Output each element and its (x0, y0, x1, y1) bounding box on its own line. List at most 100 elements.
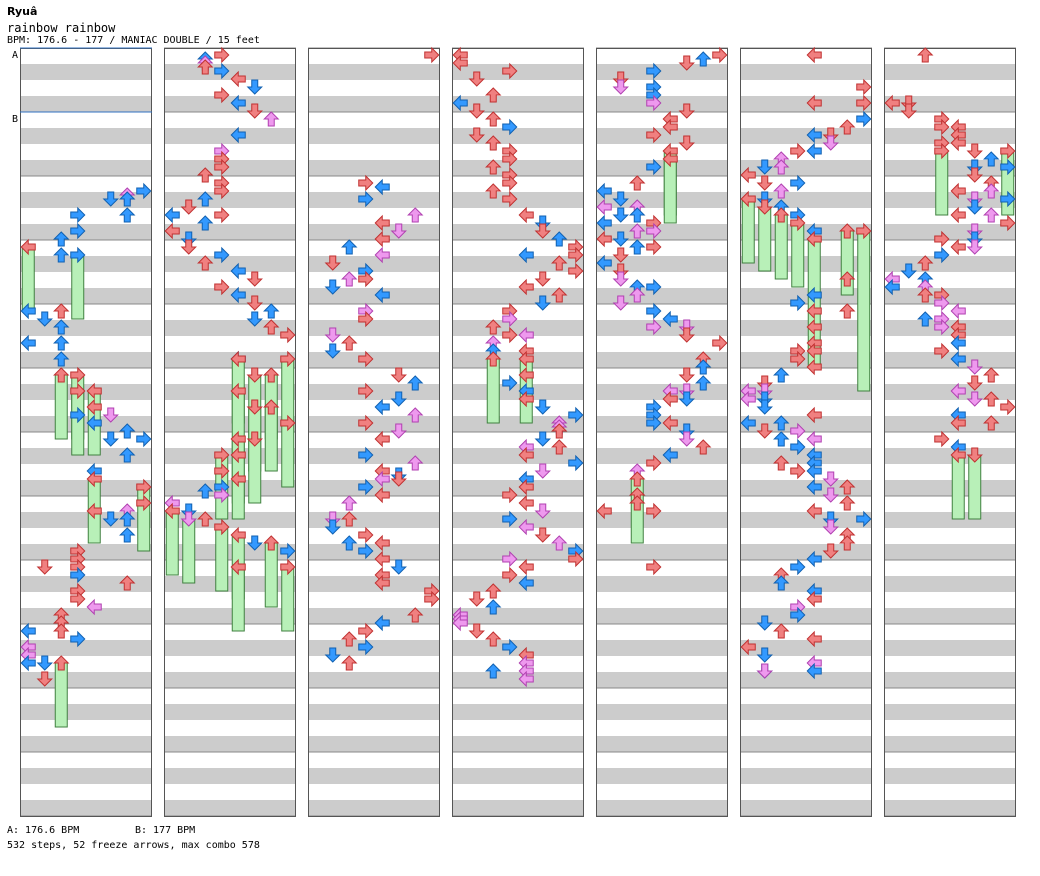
beat-stripe (164, 576, 296, 592)
beat-stripe (452, 384, 584, 400)
step-arrow (950, 446, 966, 464)
beat-stripe (452, 576, 584, 592)
step-arrow (518, 670, 534, 688)
step-arrow (230, 70, 246, 88)
step-arrow (518, 350, 534, 368)
step-arrow (214, 182, 230, 200)
beat-stripe (164, 432, 296, 448)
step-arrow (839, 119, 856, 135)
beat-stripe (884, 240, 1016, 256)
step-arrow (280, 542, 296, 560)
step-arrow (214, 486, 230, 504)
beat-stripe (596, 448, 728, 464)
step-arrow (934, 118, 950, 136)
column-border (308, 48, 440, 817)
step-arrow (341, 239, 358, 255)
beat-stripe (308, 128, 440, 144)
step-arrow (214, 62, 230, 80)
beat-stripe (164, 240, 296, 256)
step-arrow (612, 271, 629, 287)
step-arrow (662, 310, 678, 328)
step-arrow (695, 51, 712, 67)
beat-stripe (452, 96, 584, 112)
step-arrow (502, 150, 518, 168)
step-arrow (324, 279, 341, 295)
step-arrow (53, 623, 70, 639)
beat-stripe (884, 672, 1016, 688)
step-arrow (629, 175, 646, 191)
step-arrow (518, 278, 534, 296)
beat-stripe (20, 704, 152, 720)
step-arrow (518, 390, 534, 408)
beat-stripe (452, 624, 584, 640)
beat-stripe (164, 400, 296, 416)
step-arrow (341, 271, 358, 287)
step-arrow (164, 502, 180, 520)
beat-stripe (20, 368, 152, 384)
beat-stripe (20, 48, 152, 64)
beat-stripe (884, 96, 1016, 112)
beat-stripe (740, 784, 872, 800)
step-arrow (662, 414, 678, 432)
beat-stripe (164, 528, 296, 544)
step-arrow (70, 406, 86, 424)
beat-stripe (308, 624, 440, 640)
beat-stripe (596, 96, 728, 112)
step-arrow (596, 254, 612, 272)
step-arrow (950, 134, 966, 152)
step-arrow (678, 391, 695, 407)
step-arrow (358, 270, 374, 288)
beat-stripe (164, 592, 296, 608)
step-arrow (407, 607, 424, 623)
beat-stripe (308, 352, 440, 368)
step-arrow (518, 558, 534, 576)
beat-stripe (164, 224, 296, 240)
step-arrow (358, 414, 374, 432)
beat-stripe (452, 640, 584, 656)
step-arrow (136, 494, 152, 512)
step-arrow (374, 230, 390, 248)
beat-stripe (596, 720, 728, 736)
beat-stripe (20, 352, 152, 368)
freeze-arrow (71, 254, 85, 320)
step-arrow (790, 142, 806, 160)
beat-stripe (740, 400, 872, 416)
beat-stripe (452, 560, 584, 576)
beat-stripe (452, 336, 584, 352)
step-arrow (263, 367, 280, 383)
step-arrow (136, 430, 152, 448)
step-arrow (502, 62, 518, 80)
step-arrow (646, 126, 662, 144)
beat-stripe (740, 720, 872, 736)
step-arrow (612, 191, 629, 207)
step-arrow (790, 294, 806, 312)
step-arrow (773, 623, 790, 639)
beat-stripe (740, 704, 872, 720)
beat-stripe (164, 656, 296, 672)
step-arrow (1000, 398, 1016, 416)
step-arrow (773, 159, 790, 175)
beat-stripe (308, 768, 440, 784)
step-arrow (119, 527, 136, 543)
step-arrow (374, 550, 390, 568)
step-arrow (214, 158, 230, 176)
step-arrow (53, 319, 70, 335)
step-arrow (358, 478, 374, 496)
freeze-arrow (281, 566, 295, 632)
beat-stripe (164, 480, 296, 496)
step-arrow (518, 574, 534, 592)
step-arrow (596, 502, 612, 520)
beat-stripe (164, 512, 296, 528)
beat-stripe (740, 576, 872, 592)
beat-stripe (884, 112, 1016, 128)
step-arrow (612, 231, 629, 247)
step-arrow (662, 446, 678, 464)
step-arrow (551, 231, 568, 247)
beat-stripe (308, 80, 440, 96)
beat-stripe (20, 256, 152, 272)
step-arrow (230, 262, 246, 280)
step-arrow (70, 222, 86, 240)
step-arrow (740, 414, 756, 432)
beat-stripe (452, 320, 584, 336)
step-arrow (280, 350, 296, 368)
